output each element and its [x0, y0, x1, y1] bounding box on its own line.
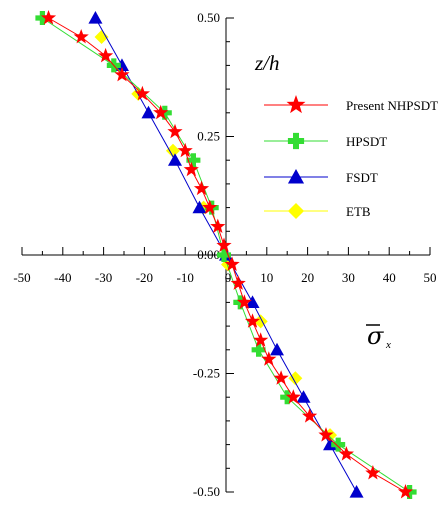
x-tick-label: 10 [260, 270, 273, 285]
data-point [230, 275, 246, 290]
data-point [177, 142, 193, 158]
y-tick-label: 0.00 [197, 247, 220, 262]
series-layer [35, 10, 417, 499]
data-point [167, 123, 183, 139]
legend-entry: HPSDT [264, 132, 387, 150]
x-tick-label: -40 [54, 270, 71, 285]
data-point [210, 218, 226, 233]
data-point [202, 199, 218, 215]
data-point [280, 390, 295, 405]
data-point [88, 11, 103, 24]
x-tick-label: -50 [13, 270, 30, 285]
data-point [244, 313, 261, 328]
legend-entry: FSDT [264, 168, 378, 185]
data-point [40, 10, 57, 25]
data-point [168, 153, 182, 166]
data-point [153, 104, 169, 120]
legend-label: Present NHPSDT [346, 98, 438, 113]
series-present-nhpsdt [40, 10, 414, 499]
data-point [114, 66, 130, 82]
data-point [236, 294, 252, 309]
x-tick-label: 0 [225, 270, 232, 285]
x-tick-label: -20 [136, 270, 153, 285]
data-point [186, 153, 201, 168]
x-tick-label: -30 [95, 270, 112, 285]
data-point [251, 342, 266, 357]
data-point [183, 161, 199, 177]
data-point [134, 85, 150, 101]
x-tick-label: 40 [383, 270, 396, 285]
data-point [285, 389, 301, 404]
legend-label: FSDT [346, 170, 378, 185]
data-point [224, 256, 240, 271]
data-point [397, 484, 414, 499]
x-tick-label: -10 [177, 270, 194, 285]
legend-label: HPSDT [346, 134, 387, 149]
x-axis-label-symbol: σ [367, 322, 384, 350]
y-tick-label: -0.50 [193, 484, 220, 499]
y-tick-label: 0.25 [197, 129, 220, 144]
data-point [365, 465, 381, 480]
data-point [192, 200, 207, 214]
data-point [338, 446, 354, 461]
x-tick-label: 30 [342, 270, 355, 285]
y-tick-label: -0.25 [193, 366, 220, 381]
data-point [288, 371, 303, 386]
data-point [253, 332, 269, 347]
data-point [349, 485, 364, 498]
y-tick-labels: 0.50 0.25 0.00 -0.25 -0.50 [193, 10, 220, 499]
data-point [318, 427, 334, 442]
legend-marker [287, 168, 305, 184]
x-tick-label: 20 [301, 270, 314, 285]
data-point [296, 390, 311, 403]
y-tick-label: 0.50 [197, 10, 220, 25]
data-point [331, 437, 346, 452]
data-point [273, 370, 289, 385]
data-point [98, 47, 114, 63]
legend-entry: Present NHPSDT [264, 95, 438, 114]
data-point [165, 143, 180, 158]
data-point [261, 351, 277, 366]
legend-marker [287, 202, 305, 220]
data-point [302, 408, 318, 423]
data-point [193, 180, 210, 196]
data-point [94, 29, 109, 44]
data-point [245, 295, 260, 308]
y-axis-label: z/h [254, 51, 280, 75]
legend-label: ETB [346, 204, 371, 219]
legend-marker [287, 132, 305, 150]
x-tick-labels: -50 -40 -30 -20 -10 0 10 20 30 40 50 [13, 270, 436, 285]
legend-entry: ETB [264, 202, 371, 220]
legend: Present NHPSDT HPSDT FSDT ETB [264, 95, 438, 220]
x-axis-label-subscript: x [385, 339, 391, 351]
x-tick-label: 50 [424, 270, 437, 285]
data-point [216, 237, 232, 252]
data-point [141, 105, 156, 119]
data-point [35, 11, 50, 25]
data-point [217, 248, 231, 262]
data-point [270, 342, 284, 356]
legend-marker [286, 95, 306, 114]
data-point [73, 29, 89, 44]
